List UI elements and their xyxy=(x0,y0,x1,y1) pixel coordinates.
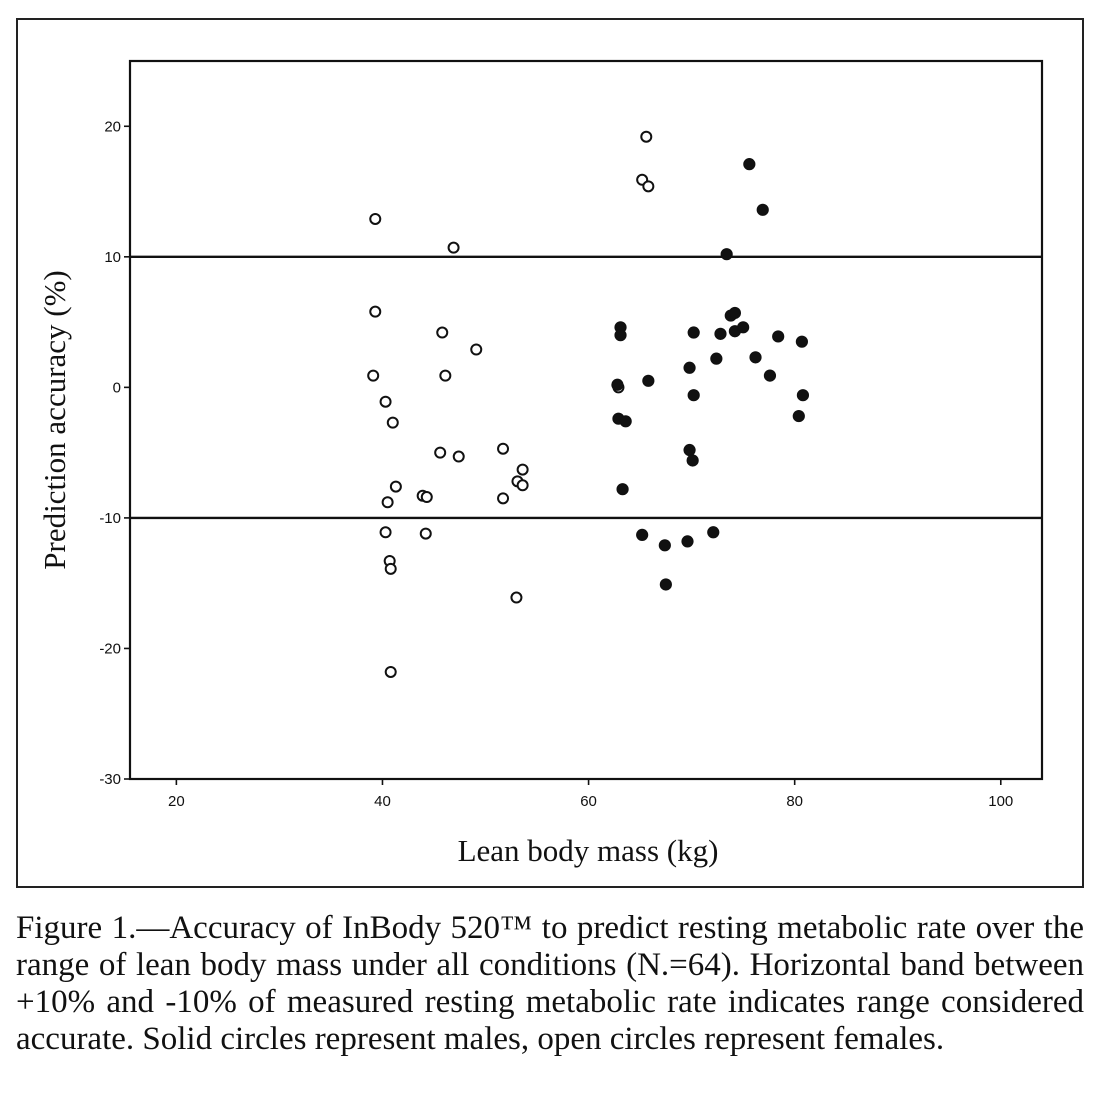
filled-data-point xyxy=(616,483,629,496)
filled-data-point xyxy=(614,329,627,342)
filled-data-point xyxy=(636,528,649,541)
y-tick-label: 0 xyxy=(113,379,121,396)
data-points xyxy=(367,130,810,678)
filled-data-point xyxy=(687,326,700,339)
y-tick-label: -30 xyxy=(99,771,121,788)
filled-data-point xyxy=(737,321,750,334)
open-data-point xyxy=(447,241,460,254)
open-data-point xyxy=(389,480,402,493)
open-data-point xyxy=(419,527,432,540)
filled-data-point xyxy=(686,454,699,467)
plot-area xyxy=(128,59,1044,781)
filled-data-point xyxy=(714,327,727,340)
filled-data-point xyxy=(687,389,700,402)
open-data-point xyxy=(384,562,397,575)
open-data-point xyxy=(369,212,382,225)
filled-data-point xyxy=(619,415,632,428)
filled-data-point xyxy=(642,374,655,387)
reference-lines xyxy=(130,255,1042,520)
filled-data-point xyxy=(707,526,720,539)
open-data-point xyxy=(379,395,392,408)
x-tick-label: 20 xyxy=(168,793,185,810)
filled-data-point xyxy=(611,378,624,391)
y-axis: 20 10 0 -10 -20 -30 xyxy=(99,118,130,788)
open-data-point xyxy=(420,491,433,504)
filled-data-point xyxy=(683,443,696,457)
open-data-point xyxy=(516,479,529,492)
open-data-point xyxy=(497,442,510,455)
filled-data-point xyxy=(659,578,672,591)
filled-data-point xyxy=(795,335,808,348)
open-data-point xyxy=(497,492,510,505)
filled-data-point xyxy=(681,535,694,548)
filled-data-point xyxy=(756,203,769,216)
open-data-point xyxy=(379,526,392,539)
x-tick-label: 40 xyxy=(374,793,391,810)
open-data-point xyxy=(642,180,655,193)
open-data-point xyxy=(470,343,483,356)
filled-data-point xyxy=(683,361,696,374)
filled-data-point xyxy=(796,389,810,402)
open-data-point xyxy=(439,369,452,382)
filled-data-point xyxy=(792,409,805,423)
filled-data-point xyxy=(658,539,671,552)
x-tick-label: 80 xyxy=(786,793,803,810)
figure-frame: 20 40 60 80 100 20 10 0 -10 -20 -30 Lean body mas… xyxy=(16,18,1084,888)
open-data-point xyxy=(384,665,397,678)
filled-data-point xyxy=(763,369,777,382)
y-tick-label: 20 xyxy=(104,118,121,135)
filled-data-point xyxy=(743,158,756,171)
open-data-point xyxy=(516,463,529,476)
open-data-point xyxy=(381,496,394,509)
y-axis-label: Prediction accuracy (%) xyxy=(37,270,72,570)
y-tick-label: -10 xyxy=(99,510,121,527)
y-tick-label: 10 xyxy=(104,249,121,266)
open-data-point xyxy=(452,450,465,463)
figure-caption: Figure 1.—Accuracy of InBody 520™ to pre… xyxy=(16,910,1084,1057)
open-data-point xyxy=(367,369,380,382)
open-data-point xyxy=(436,326,449,339)
filled-data-point xyxy=(710,352,723,365)
filled-data-point xyxy=(772,330,785,343)
filled-data-point xyxy=(749,351,762,364)
open-data-point xyxy=(510,591,523,604)
x-axis: 20 40 60 80 100 xyxy=(168,779,1013,810)
y-tick-label: -20 xyxy=(99,640,121,657)
x-tick-label: 60 xyxy=(580,793,597,810)
open-data-point xyxy=(369,305,382,318)
open-data-point xyxy=(640,130,653,143)
open-data-point xyxy=(434,446,447,459)
x-axis-label: Lean body mass (kg) xyxy=(458,833,719,868)
filled-data-point xyxy=(720,248,733,261)
filled-data-point xyxy=(728,306,742,320)
x-tick-label: 100 xyxy=(988,793,1013,810)
open-data-point xyxy=(386,416,399,429)
